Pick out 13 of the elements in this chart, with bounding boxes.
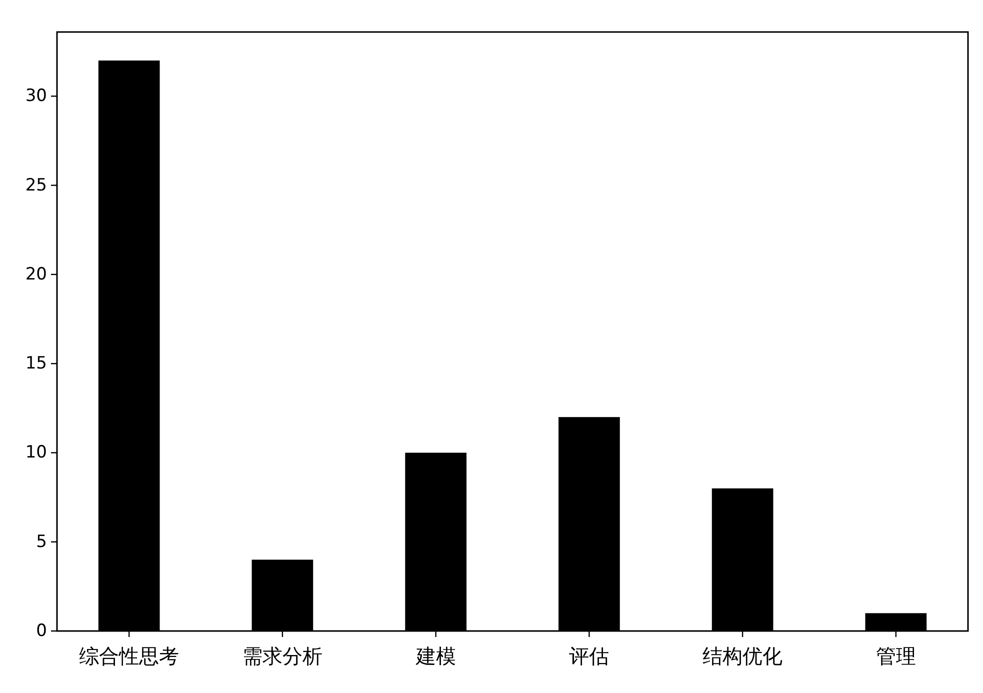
y-tick-label: 30 bbox=[25, 86, 47, 106]
x-tick-label: 综合性思考 bbox=[79, 644, 180, 668]
x-tick-label: 需求分析 bbox=[242, 644, 322, 668]
x-tick-label: 管理 bbox=[876, 644, 916, 668]
y-tick-label: 0 bbox=[36, 621, 47, 641]
y-tick-label: 25 bbox=[25, 175, 47, 196]
y-tick-label: 5 bbox=[36, 532, 47, 552]
y-tick-label: 15 bbox=[25, 354, 47, 374]
x-tick-label: 建模 bbox=[414, 644, 456, 668]
y-tick-label: 10 bbox=[25, 442, 47, 463]
x-tick-label: 结构优化 bbox=[702, 644, 783, 668]
y-tick-label: 20 bbox=[25, 264, 47, 284]
x-tick-label: 评估 bbox=[569, 644, 610, 668]
